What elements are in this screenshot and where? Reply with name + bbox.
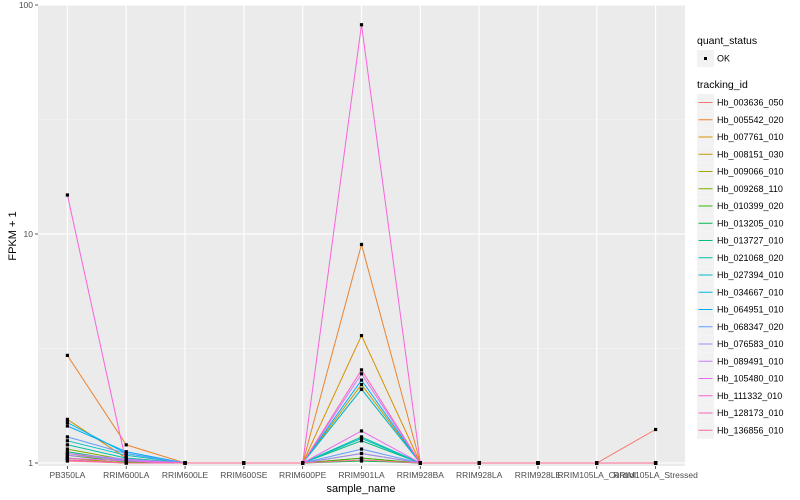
- x-tick-label: RRIM600SE: [220, 470, 268, 480]
- data-point: [301, 461, 305, 465]
- data-point: [65, 417, 70, 421]
- legend-label: Hb_111332_010: [717, 391, 782, 401]
- data-point: [359, 23, 364, 27]
- legend-label: Hb_010399_020: [717, 201, 784, 211]
- x-tick-label: RRIM928BA: [397, 470, 445, 480]
- data-point: [65, 453, 70, 457]
- data-points: [65, 23, 658, 465]
- legend-label: Hb_064951_010: [717, 305, 784, 315]
- data-point: [359, 451, 364, 456]
- y-axis: 1 10 100: [19, 0, 38, 468]
- data-point: [65, 439, 70, 443]
- x-tick-label: RRIM105LA_Control: [558, 470, 637, 480]
- legend-label: Hb_005542_020: [717, 115, 784, 125]
- data-point: [359, 456, 364, 460]
- data-point: [359, 447, 364, 451]
- x-tick-label: RRIM928LA: [456, 470, 503, 480]
- data-point: [359, 458, 364, 462]
- legend-ok-label: OK: [717, 54, 730, 64]
- data-point: [124, 443, 128, 447]
- legend-label: Hb_009066_010: [717, 167, 784, 177]
- data-point: [359, 372, 364, 376]
- data-point: [359, 439, 364, 443]
- data-point: [359, 429, 364, 433]
- legend-tracking-title: tracking_id: [697, 79, 748, 91]
- data-point: [65, 424, 70, 428]
- data-point: [359, 242, 364, 247]
- data-point: [359, 368, 364, 372]
- data-point: [124, 450, 128, 454]
- data-point: [65, 421, 70, 425]
- data-point: [124, 459, 128, 463]
- data-point: [418, 461, 422, 465]
- data-point: [359, 436, 364, 441]
- data-point: [65, 443, 70, 447]
- data-point: [65, 456, 70, 460]
- data-point: [124, 457, 128, 461]
- x-axis-title: sample_name: [326, 483, 395, 495]
- y-tick-label: 10: [24, 229, 34, 239]
- x-tick-label: RRIM600PE: [279, 470, 327, 480]
- legend-label: Hb_009268_110: [717, 184, 783, 194]
- data-point: [477, 461, 481, 465]
- y-tick-label: 100: [19, 0, 33, 10]
- data-point: [65, 435, 70, 439]
- legend-label: Hb_021068_020: [717, 253, 784, 263]
- legend-status-title: quant_status: [697, 35, 757, 47]
- data-point: [359, 333, 364, 338]
- data-point: [242, 461, 246, 465]
- data-point: [359, 387, 364, 391]
- legend-label: Hb_034667_010: [717, 287, 784, 297]
- data-point: [65, 450, 70, 454]
- data-point: [653, 427, 658, 432]
- data-point: [65, 447, 70, 451]
- y-axis-title: FPKM + 1: [7, 211, 19, 260]
- legend-label: Hb_013727_010: [717, 236, 784, 246]
- legend-ok-point: [704, 57, 707, 60]
- legend-label: Hb_076583_010: [717, 339, 784, 349]
- data-point: [595, 461, 599, 465]
- legend-label: Hb_128173_010: [717, 408, 784, 418]
- legend-label: Hb_068347_020: [717, 322, 784, 332]
- legend-items: Hb_003636_050 Hb_005542_020 Hb_007761_010 H…: [697, 94, 784, 439]
- x-axis: PB350LA RRIM600LA RRIM600LE RRIM600SE RRIM60…: [49, 466, 698, 480]
- data-point: [653, 461, 658, 465]
- legend-label: Hb_027394_010: [717, 270, 784, 280]
- data-point: [359, 378, 364, 382]
- data-point: [65, 193, 70, 197]
- data-point: [65, 459, 70, 463]
- x-tick-label: RRIM928LE: [515, 470, 562, 480]
- x-tick-label: RRIM600LA: [103, 470, 150, 480]
- legend: quant_status OK tracking_id Hb_003636_05…: [697, 35, 784, 439]
- legend-label: Hb_136856_010: [717, 425, 784, 435]
- data-point: [536, 461, 540, 465]
- legend-label: Hb_007761_010: [717, 132, 784, 142]
- legend-label: Hb_089491_010: [717, 356, 784, 366]
- legend-label: Hb_008151_030: [717, 149, 784, 159]
- y-tick-label: 1: [28, 458, 33, 468]
- data-point: [183, 461, 187, 465]
- legend-label: Hb_003636_050: [717, 98, 784, 108]
- x-tick-label: RRIM600LE: [162, 470, 209, 480]
- data-point: [359, 382, 364, 387]
- x-tick-label: PB350LA: [49, 470, 85, 480]
- data-point: [124, 451, 128, 456]
- legend-label: Hb_105480_010: [717, 374, 784, 384]
- data-point: [65, 451, 70, 456]
- data-point: [124, 461, 128, 465]
- x-tick-label: RRIM105LA_Stressed: [613, 470, 698, 480]
- x-tick-label: RRIM901LA: [338, 470, 385, 480]
- legend-label: Hb_013205_010: [717, 218, 784, 228]
- data-point: [65, 353, 70, 357]
- data-point: [124, 453, 128, 457]
